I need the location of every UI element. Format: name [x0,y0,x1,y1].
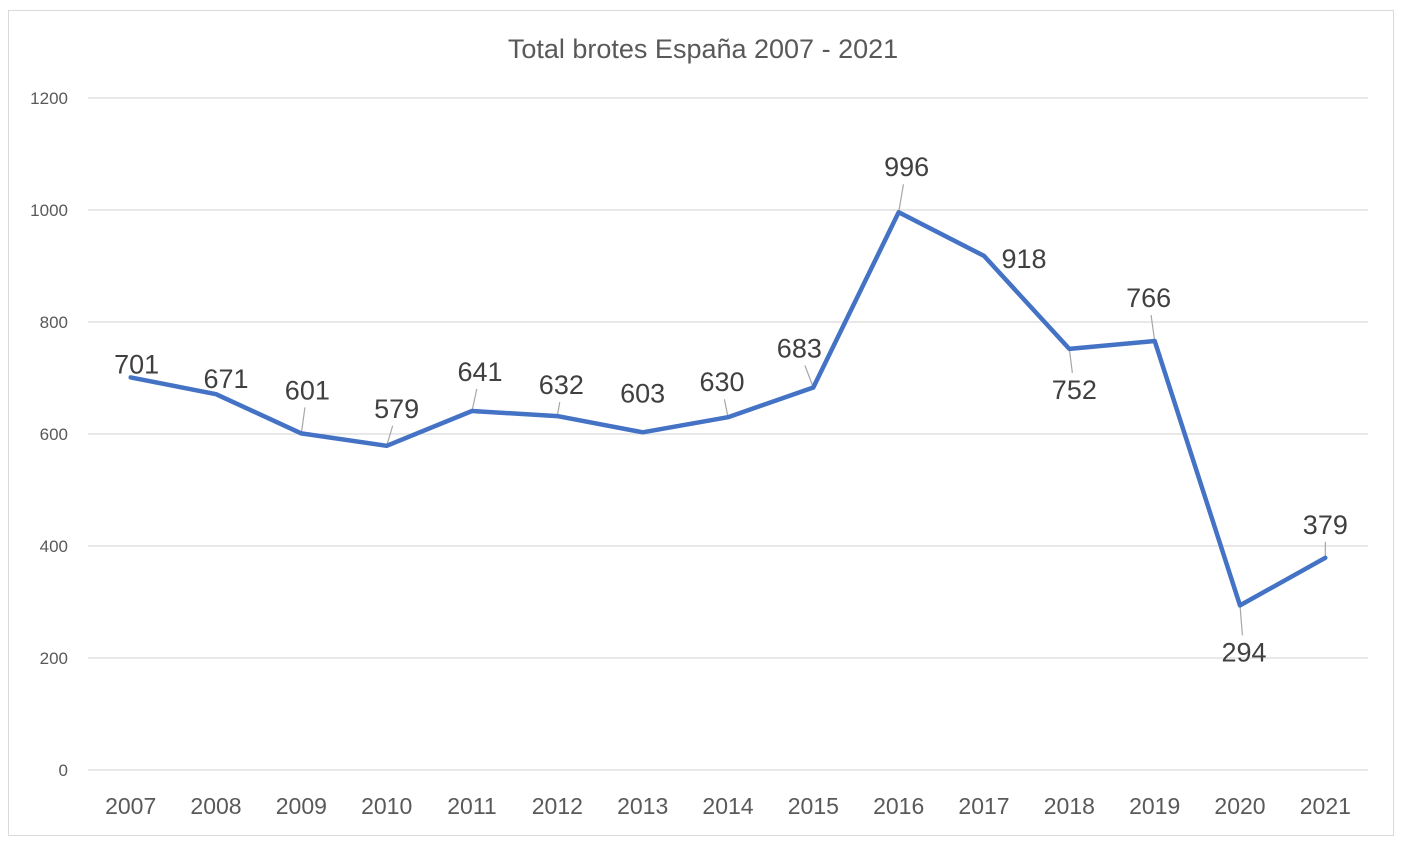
x-tick-label: 2017 [958,793,1009,819]
x-axis-tick-labels: 2007 2008 2009 2010 2011 2012 2013 2014 2015 2016… [105,793,1351,819]
x-tick-label: 2011 [447,793,496,819]
data-label: 632 [539,370,584,400]
data-label: 701 [114,349,159,379]
data-label-leader [723,399,729,418]
data-label: 601 [285,375,330,405]
data-label: 996 [884,152,929,182]
x-tick-label: 2015 [788,793,839,819]
x-tick-label: 2020 [1214,793,1265,819]
data-label: 671 [203,364,248,394]
data-label-leader [1150,314,1156,342]
data-label-leader [1239,605,1243,636]
series-line [128,209,1328,608]
data-label-leader [804,365,814,388]
data-label: 752 [1052,375,1097,405]
data-label: 683 [777,334,822,364]
data-label-leader [386,425,394,446]
x-tick-label: 2009 [276,793,327,819]
x-tick-label: 2014 [702,793,753,819]
y-tick-label: 600 [40,425,68,444]
data-label-leader [1068,348,1073,373]
y-tick-label: 800 [40,313,68,332]
y-tick-label: 1200 [30,89,68,108]
y-tick-label: 1000 [30,201,68,220]
data-labels: 701 671 601 579 641 632 603 630 683 996 918 752 766 2… [114,152,1348,667]
data-label: 603 [620,378,665,408]
gridlines [88,97,1368,771]
data-label-leader [471,388,478,412]
x-tick-label: 2012 [532,793,583,819]
x-tick-label: 2010 [361,793,412,819]
x-tick-label: 2007 [105,793,156,819]
data-label-leader-lines [300,184,1326,636]
data-label: 630 [699,367,744,397]
data-label: 766 [1126,283,1171,313]
x-tick-label: 2019 [1129,793,1180,819]
data-label: 579 [374,394,419,424]
data-label: 379 [1303,510,1348,540]
x-tick-label: 2013 [617,793,668,819]
x-tick-label: 2008 [190,793,241,819]
y-tick-label: 200 [40,649,68,668]
x-tick-label: 2016 [873,793,924,819]
data-label-leader [556,401,561,417]
x-tick-label: 2021 [1300,793,1351,819]
data-label-leader [300,407,306,434]
data-label: 641 [457,357,502,387]
y-axis-tick-labels: 0 200 400 600 800 1000 1200 [30,89,68,780]
data-label-leader [898,184,905,213]
data-label: 294 [1221,637,1266,667]
x-tick-label: 2018 [1044,793,1095,819]
y-tick-label: 400 [40,537,68,556]
chart-title: Total brotes España 2007 - 2021 [508,34,898,64]
y-tick-label: 0 [59,761,68,780]
data-label: 918 [1001,244,1046,274]
